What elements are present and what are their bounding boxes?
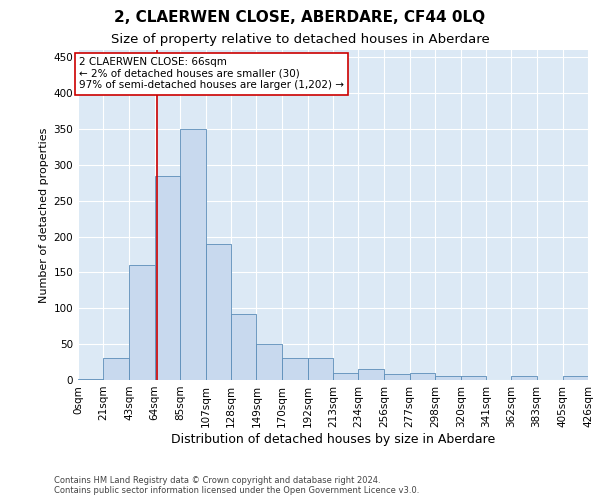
Bar [461, 376, 486, 380]
Bar [130, 265, 155, 380]
Bar [385, 374, 410, 380]
Bar [308, 358, 333, 380]
Bar [231, 314, 256, 380]
Bar [435, 376, 461, 380]
Bar [410, 373, 435, 380]
Bar [78, 378, 103, 380]
Bar [358, 369, 385, 380]
Bar [103, 358, 130, 380]
Text: 2, CLAERWEN CLOSE, ABERDARE, CF44 0LQ: 2, CLAERWEN CLOSE, ABERDARE, CF44 0LQ [115, 10, 485, 25]
Bar [333, 373, 358, 380]
Bar [180, 129, 206, 380]
Bar [563, 376, 588, 380]
Y-axis label: Number of detached properties: Number of detached properties [39, 128, 49, 302]
Bar [206, 244, 231, 380]
Text: Size of property relative to detached houses in Aberdare: Size of property relative to detached ho… [110, 32, 490, 46]
Bar [155, 176, 180, 380]
Text: 2 CLAERWEN CLOSE: 66sqm
← 2% of detached houses are smaller (30)
97% of semi-det: 2 CLAERWEN CLOSE: 66sqm ← 2% of detached… [79, 57, 344, 90]
Bar [256, 344, 281, 380]
Bar [511, 376, 536, 380]
Bar [281, 358, 308, 380]
Text: Contains HM Land Registry data © Crown copyright and database right 2024.
Contai: Contains HM Land Registry data © Crown c… [54, 476, 419, 495]
X-axis label: Distribution of detached houses by size in Aberdare: Distribution of detached houses by size … [171, 432, 495, 446]
